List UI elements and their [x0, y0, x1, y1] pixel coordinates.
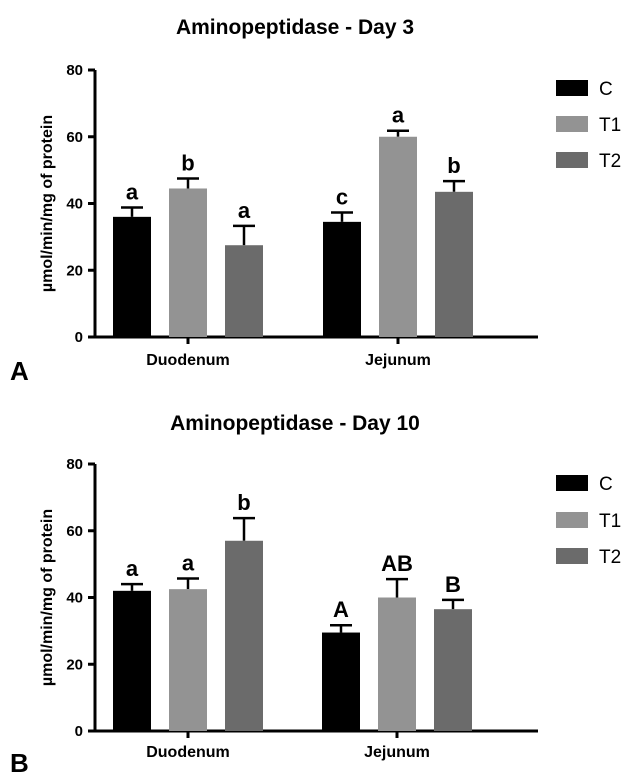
y-tick-label: 60 [66, 129, 83, 146]
significance-label: b [447, 153, 460, 178]
y-axis-label: µmol/min/mg of protein [39, 509, 56, 686]
significance-label: c [336, 185, 348, 210]
bar-t2-duodenum [225, 245, 263, 337]
y-tick-label: 0 [75, 723, 83, 740]
legend-swatch [556, 80, 588, 96]
bar-t2-duodenum [225, 540, 263, 731]
significance-label: A [333, 597, 349, 622]
legend-label: C [599, 79, 613, 100]
significance-label: a [392, 103, 405, 128]
legend: C T1 T2 [556, 79, 621, 172]
bar-t2-jejunum [434, 609, 472, 731]
x-tick-label: Jejunum [364, 744, 430, 761]
chart-title: Aminopeptidase - Day 3 [176, 16, 414, 39]
bar-t2-jejunum [435, 191, 473, 337]
legend-label: T2 [599, 547, 621, 568]
significance-label: b [237, 490, 250, 515]
chart-title: Aminopeptidase - Day 10 [170, 412, 420, 435]
significance-label: B [445, 572, 461, 597]
panel-letter: B [10, 748, 29, 773]
legend: C T1 T2 [556, 474, 621, 568]
chart-panel-b: Aminopeptidase - Day 10 µmol/min/mg of pr… [10, 412, 621, 773]
bar-c-duodenum [113, 216, 151, 337]
panel-letter: A [10, 356, 29, 386]
significance-label: a [126, 556, 139, 581]
x-tick-label: Duodenum [146, 744, 230, 761]
y-tick-label: 40 [66, 196, 83, 213]
y-tick-label: 80 [66, 62, 83, 79]
legend-label: C [599, 474, 613, 495]
legend-swatch [556, 116, 588, 132]
y-tick-label: 80 [66, 456, 83, 473]
y-axis-label: µmol/min/mg of protein [39, 115, 56, 292]
chart-panel-a: Aminopeptidase - Day 3 µmol/min/mg of pro… [10, 16, 621, 386]
bar-t1-duodenum [169, 589, 207, 731]
x-tick-label: Duodenum [146, 352, 230, 369]
legend-label: T2 [599, 151, 621, 172]
bar-c-duodenum [113, 590, 151, 731]
bar-t1-jejunum [378, 597, 416, 731]
y-tick-label: 0 [75, 329, 83, 346]
y-tick-label: 60 [66, 523, 83, 540]
bar-c-jejunum [322, 632, 360, 731]
significance-label: b [181, 150, 194, 175]
bar-t1-jejunum [379, 136, 417, 337]
significance-label: a [182, 550, 195, 575]
bar-c-jejunum [323, 221, 361, 337]
y-tick-label: 40 [66, 590, 83, 607]
legend-swatch [556, 475, 588, 491]
x-tick-label: Jejunum [365, 352, 431, 369]
bar-t1-duodenum [169, 188, 207, 337]
legend-label: T1 [599, 511, 621, 532]
y-tick-label: 20 [66, 262, 83, 279]
significance-label: a [126, 180, 139, 205]
legend-label: T1 [599, 115, 621, 136]
y-tick-label: 20 [66, 656, 83, 673]
legend-swatch [556, 548, 588, 564]
legend-swatch [556, 152, 588, 168]
legend-swatch [556, 512, 588, 528]
significance-label: a [238, 198, 251, 223]
significance-label: AB [381, 551, 413, 576]
